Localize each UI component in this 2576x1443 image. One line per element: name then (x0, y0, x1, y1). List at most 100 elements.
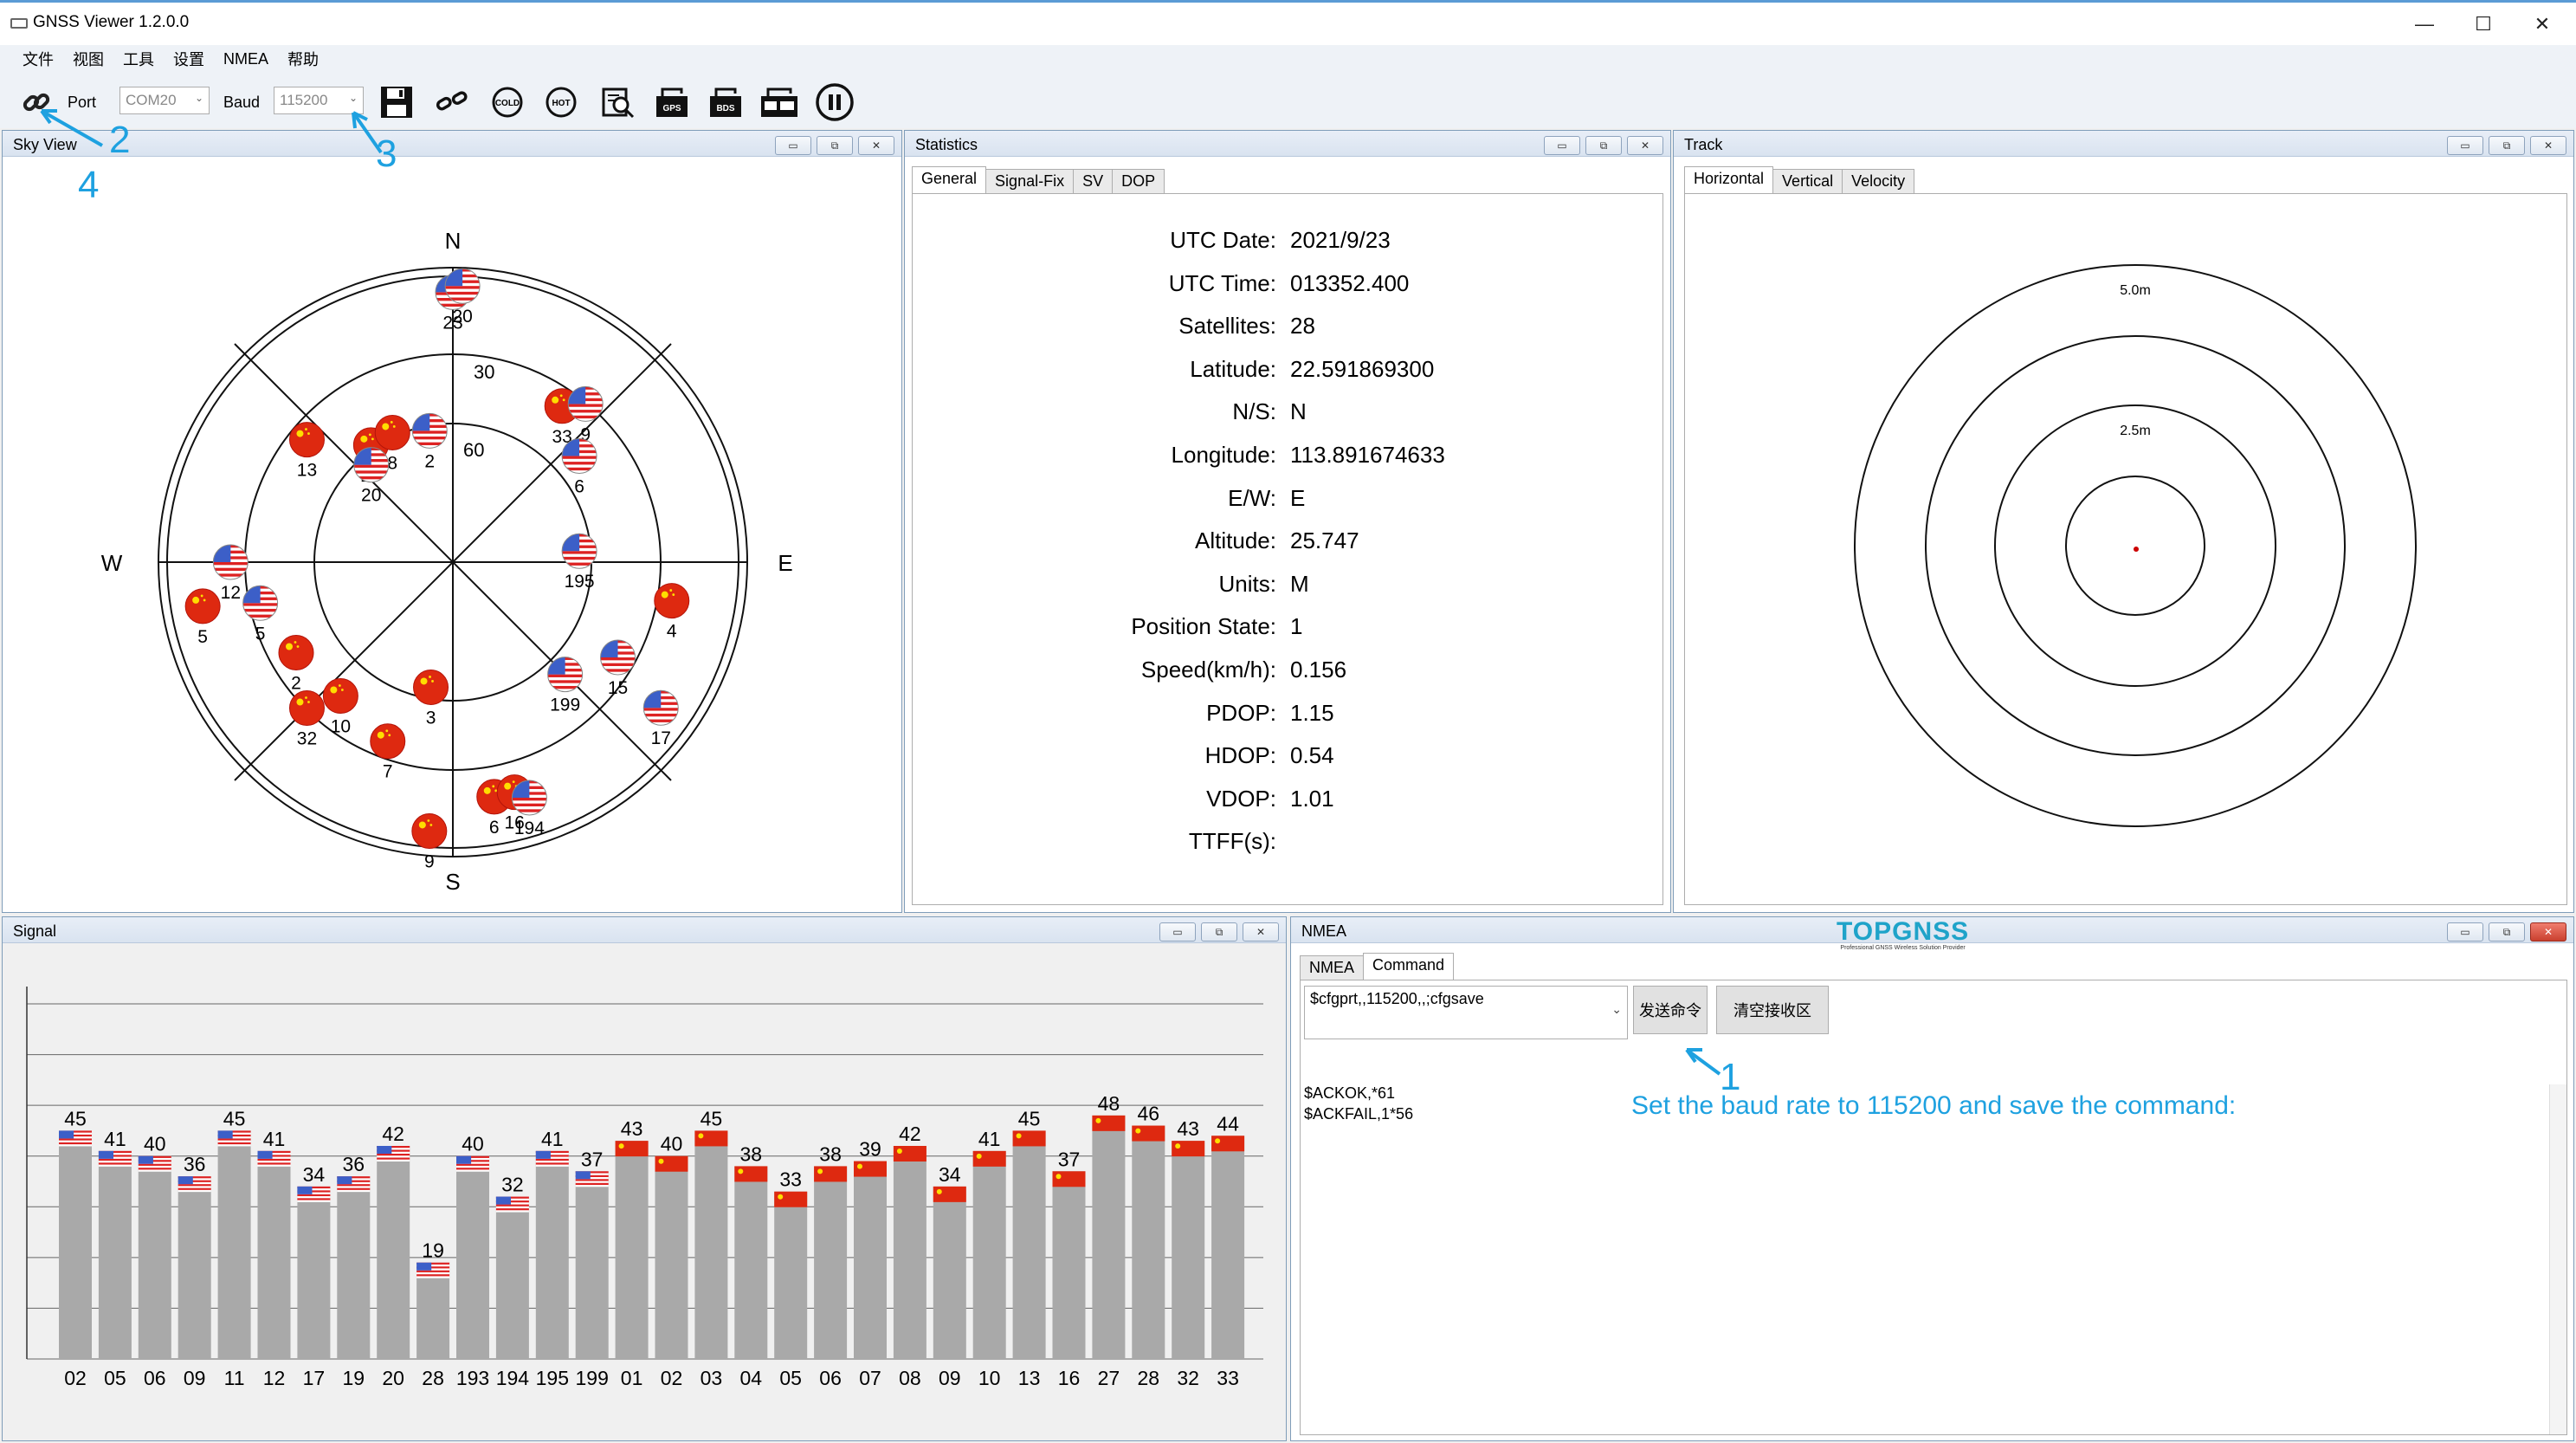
bds-icon-label: BDS (716, 104, 734, 113)
search-icon[interactable] (597, 81, 639, 123)
signal-bar (1052, 1171, 1086, 1359)
us-flag-icon (600, 639, 636, 676)
panel-close-button[interactable]: ✕ (2530, 136, 2566, 155)
panel-minimize-button[interactable]: ▭ (2447, 136, 2483, 155)
stat-key: TTFF(s): (1188, 828, 1276, 855)
tab-sv[interactable]: SV (1073, 169, 1114, 196)
tab-velocity[interactable]: Velocity (1842, 169, 1915, 196)
satellite-marker: 9 (567, 385, 604, 444)
us-flag-icon (59, 1130, 92, 1147)
panel-close-button[interactable]: ✕ (2530, 922, 2566, 942)
satellite-label: 13 (297, 461, 317, 481)
bds-mode-icon[interactable]: BDS (705, 81, 746, 123)
us-flag-icon (561, 533, 597, 569)
satellite-id-label: 17 (303, 1367, 326, 1389)
satellite-label: 199 (550, 696, 580, 715)
signal-value-label: 41 (263, 1128, 286, 1150)
tab-horizontal[interactable]: Horizontal (1684, 166, 1774, 193)
panel-minimize-button[interactable]: ▭ (2447, 922, 2483, 942)
command-input-value: $cfgprt,,115200,,;cfgsave (1310, 990, 1484, 1007)
signal-bar (1172, 1141, 1205, 1359)
panel-restore-button[interactable]: ⧉ (2489, 922, 2525, 942)
nmea-title: NMEA (1301, 922, 1347, 940)
stat-value: 1 (1290, 613, 1303, 640)
us-flag-icon (98, 1150, 132, 1167)
panel-restore-button[interactable]: ⧉ (817, 136, 853, 155)
stat-row: HDOP: 0.54 (913, 742, 1657, 770)
us-flag-icon (535, 1150, 569, 1167)
panel-close-button[interactable]: ✕ (1627, 136, 1663, 155)
unlink-icon[interactable] (431, 81, 473, 123)
satellite-label: 23 (442, 313, 462, 333)
track-ring-label-2-5m: 2.5m (2120, 424, 2151, 438)
stat-value: 22.591869300 (1290, 355, 1435, 382)
tab-nmea[interactable]: NMEA (1300, 955, 1365, 982)
menu-view[interactable]: 视图 (73, 51, 104, 68)
panel-restore-button[interactable]: ⧉ (2489, 136, 2525, 155)
panel-close-button[interactable]: ✕ (858, 136, 894, 155)
stat-row: VDOP: 1.01 (913, 786, 1657, 813)
save-icon[interactable] (376, 81, 417, 123)
tab-signal-fix[interactable]: Signal-Fix (985, 169, 1075, 196)
minimize-button[interactable]: — (2415, 13, 2434, 35)
satellite-id-label: 05 (104, 1367, 126, 1389)
tab-command[interactable]: Command (1363, 953, 1455, 980)
signal-bar (893, 1146, 926, 1359)
cn-flag-icon (1211, 1136, 1245, 1152)
response-scrollbar[interactable] (2549, 1084, 2566, 1434)
satellite-id-label: 195 (536, 1367, 569, 1389)
menu-tools[interactable]: 工具 (123, 51, 154, 68)
tab-general[interactable]: General (912, 166, 987, 193)
maximize-button[interactable]: ☐ (2475, 13, 2492, 35)
signal-bar (814, 1166, 848, 1359)
stat-row: Latitude: 22.591869300 (913, 356, 1657, 384)
cn-flag-icon (694, 1130, 728, 1147)
track-ring-label-5m: 5.0m (2120, 283, 2151, 298)
close-button[interactable]: ✕ (2534, 13, 2551, 35)
command-input[interactable]: $cfgprt,,115200,,;cfgsave ⌄ (1304, 986, 1628, 1039)
panel-restore-button[interactable]: ⧉ (1585, 136, 1622, 155)
panel-close-button[interactable]: ✕ (1243, 922, 1279, 942)
satellite-marker: 15 (600, 639, 636, 698)
signal-bar (337, 1176, 371, 1359)
panel-minimize-button[interactable]: ▭ (1544, 136, 1580, 155)
us-flag-icon (212, 544, 249, 580)
satellite-marker: 4 (654, 583, 690, 642)
menu-nmea[interactable]: NMEA (223, 49, 269, 68)
panel-minimize-button[interactable]: ▭ (1159, 922, 1196, 942)
satellite-label: 6 (574, 476, 584, 496)
panel-minimize-button[interactable]: ▭ (775, 136, 811, 155)
satellite-label: 32 (297, 729, 317, 749)
satellite-id-label: 01 (621, 1367, 643, 1389)
menu-help[interactable]: 帮助 (287, 51, 320, 68)
hot-start-icon[interactable]: HOT (540, 81, 582, 123)
track-ring (1925, 335, 2346, 756)
cn-flag-icon (734, 1166, 768, 1182)
nmea-tabs: NMEA Command (1300, 953, 1455, 982)
signal-bar (1211, 1136, 1245, 1359)
gps-bds-mode-icon[interactable] (759, 81, 800, 123)
satellite-label: 10 (331, 716, 351, 736)
gps-mode-icon[interactable]: GPS (651, 81, 693, 123)
baud-select[interactable]: 115200 ⌄ (274, 87, 364, 114)
clear-receive-button[interactable]: 清空接收区 (1716, 986, 1829, 1034)
menu-settings[interactable]: 设置 (173, 51, 204, 68)
statistics-panel: Statistics ▭ ⧉ ✕ General Signal-Fix SV D… (904, 130, 1671, 913)
send-command-button[interactable]: 发送命令 (1633, 986, 1708, 1034)
pause-icon[interactable] (814, 81, 855, 123)
signal-bar (495, 1196, 529, 1359)
tab-dop[interactable]: DOP (1112, 169, 1165, 196)
cold-start-icon[interactable]: COLD (487, 81, 528, 123)
stat-row: UTC Date: 2021/9/23 (913, 227, 1657, 255)
stat-value: M (1290, 570, 1309, 597)
port-select[interactable]: COM20 ⌄ (119, 87, 210, 114)
link-icon[interactable] (16, 81, 57, 123)
us-flag-icon (642, 689, 679, 726)
panel-restore-button[interactable]: ⧉ (1201, 922, 1237, 942)
menu-file[interactable]: 文件 (23, 51, 54, 68)
cn-flag-icon (655, 1155, 688, 1172)
us-flag-icon (444, 268, 481, 304)
signal-value-label: 38 (819, 1142, 842, 1165)
tab-vertical[interactable]: Vertical (1772, 169, 1843, 196)
cn-flag-icon (972, 1150, 1006, 1167)
